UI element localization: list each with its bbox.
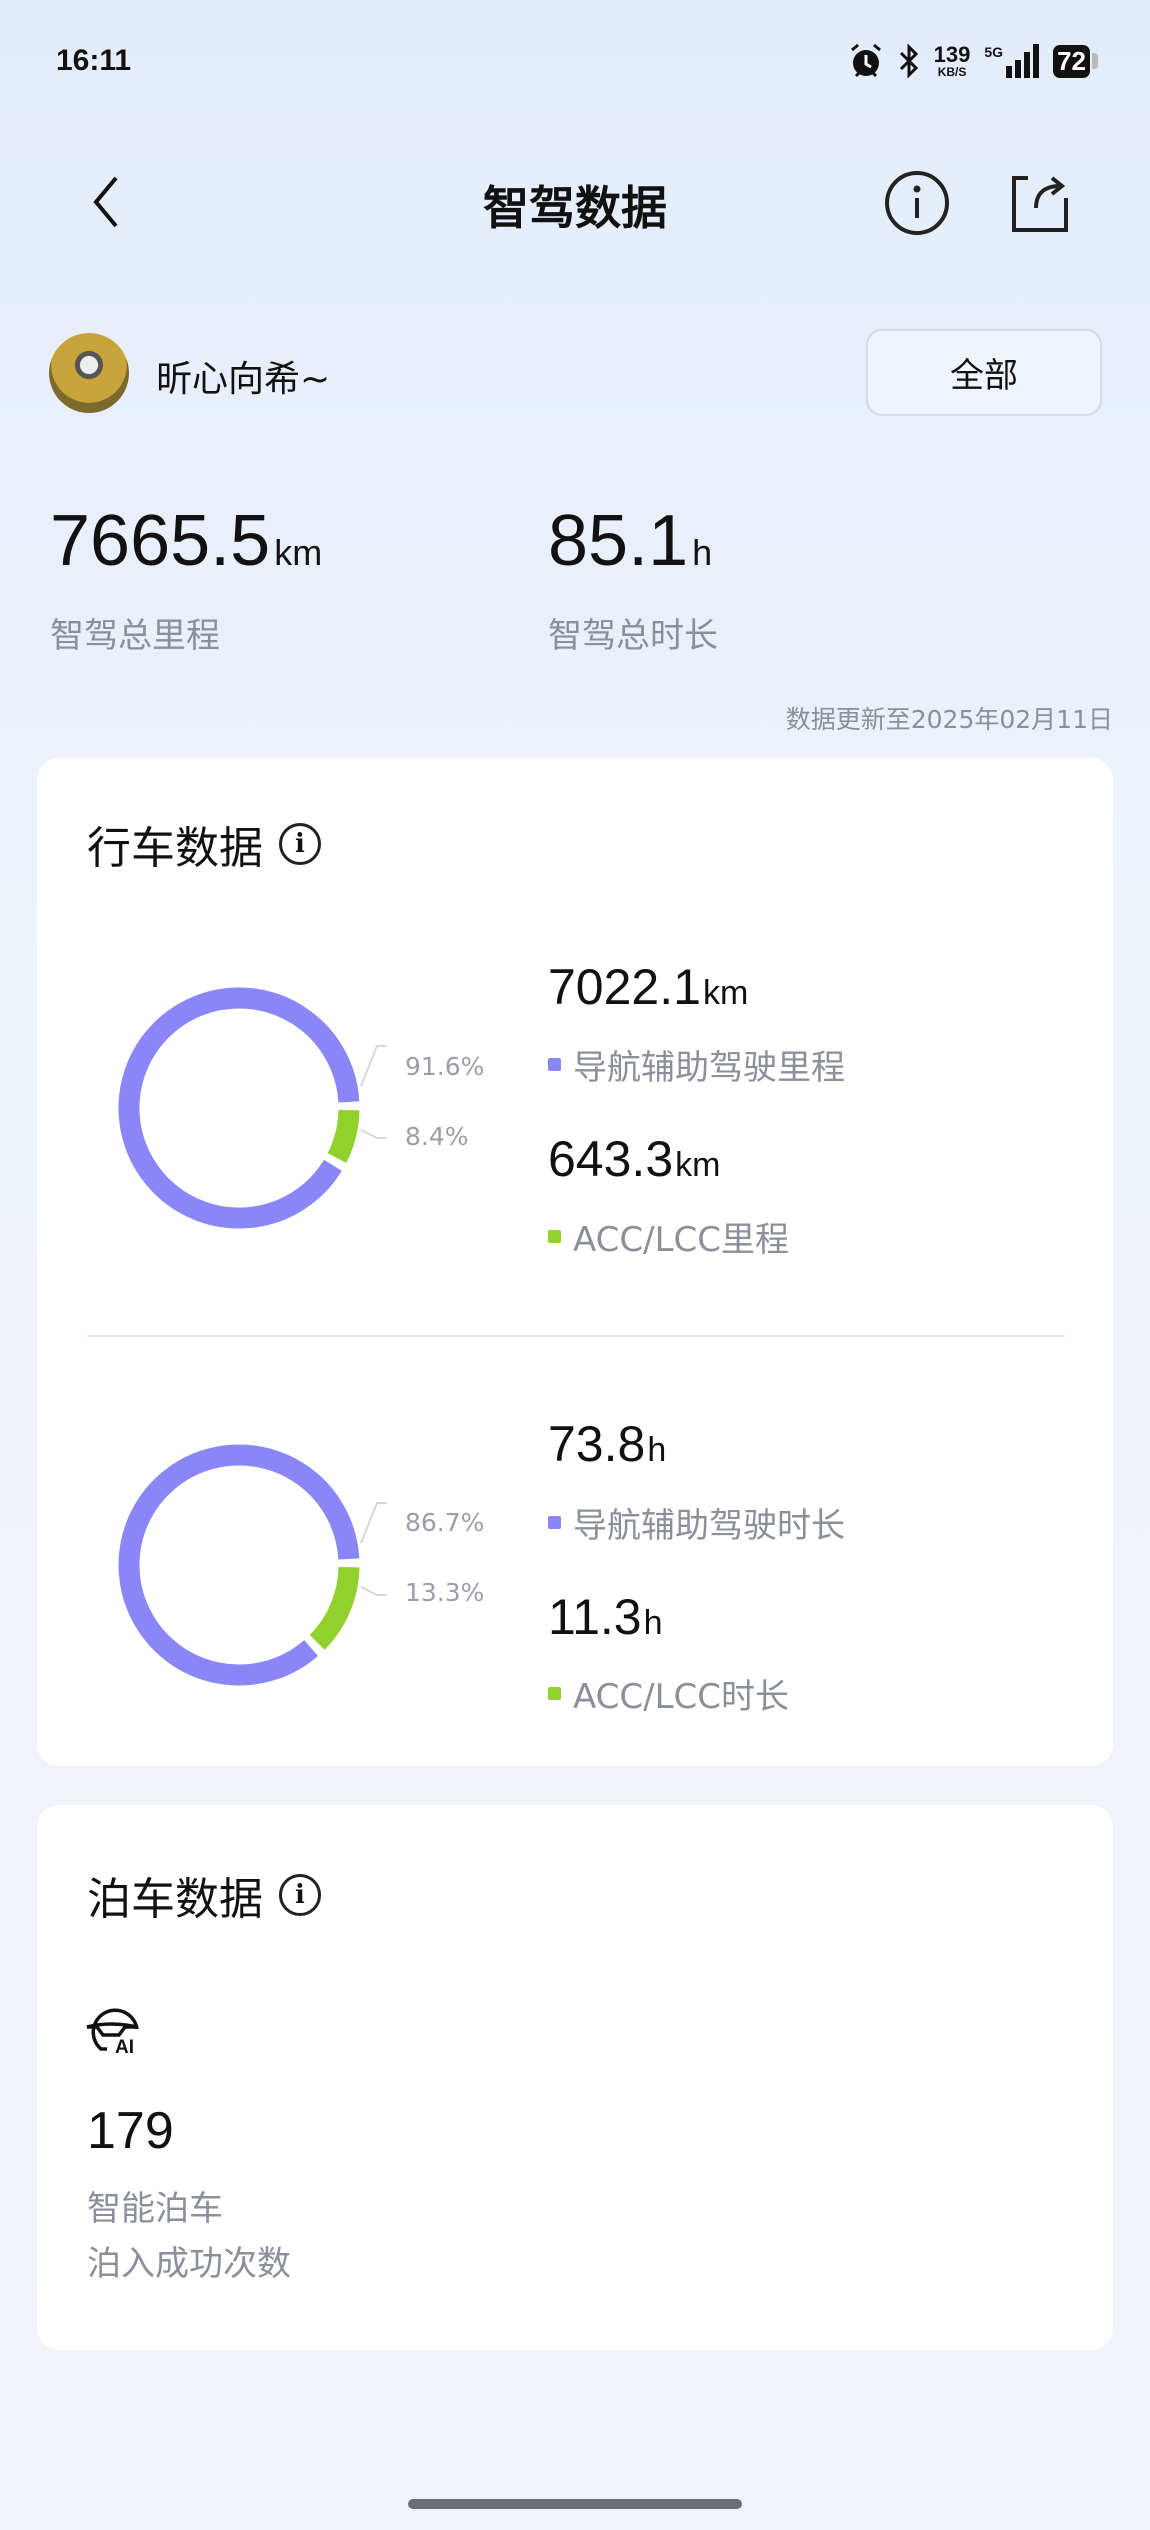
duration-donut-leader-line: [360, 1502, 387, 1544]
network-type: 5G: [984, 44, 1004, 60]
driving-data-title: 行车数据 i: [87, 812, 321, 876]
total-duration-unit: h: [692, 532, 713, 573]
value: 7022.1: [548, 959, 701, 1015]
mileage-donut-leader-line: [360, 1129, 387, 1139]
page-title: 智驾数据: [483, 181, 667, 235]
unit: km: [702, 974, 749, 1012]
signal-icon: 5G: [984, 44, 1040, 78]
parking-count: 179: [87, 2102, 174, 2160]
speed-unit: KB/S: [937, 65, 967, 79]
unit: h: [643, 1604, 663, 1642]
duration-donut-nav-slice: [118, 1444, 360, 1686]
duration-acc-pct: 13.3%: [405, 1578, 485, 1607]
battery-icon: 72: [1053, 44, 1098, 78]
legend-nav-duration: 导航辅助驾驶时长: [548, 1498, 845, 1547]
legend-label: ACC/LCC时长: [573, 1677, 790, 1717]
legend-nav-mileage: 导航辅助驾驶里程: [548, 1040, 845, 1089]
duration-donut-acc-slice: [309, 1566, 360, 1650]
legend-dot: [548, 1058, 561, 1071]
username: 昕心向希~: [156, 359, 331, 400]
legend-dot: [548, 1687, 561, 1700]
avatar[interactable]: [49, 333, 129, 413]
total-distance-label: 智驾总里程: [50, 616, 220, 656]
total-duration-label: 智驾总时长: [548, 616, 718, 656]
duration-nav-pct: 86.7%: [405, 1508, 485, 1537]
driving-data-card: 行车数据 i 91.6% 8.4% 7022.1km 导航辅助驾驶里程 643.3…: [37, 758, 1113, 1766]
parking-label: 智能泊车: [87, 2189, 223, 2229]
legend-label: ACC/LCC里程: [573, 1220, 790, 1260]
filter-all-button[interactable]: 全部: [866, 329, 1102, 416]
duration-nav-value: 73.8h: [548, 1415, 666, 1473]
parking-title-text: 泊车数据: [87, 1874, 263, 1925]
info-icon[interactable]: [882, 168, 952, 238]
bluetooth-icon: [899, 43, 918, 79]
divider: [87, 1335, 1065, 1337]
legend-dot: [548, 1230, 561, 1243]
status-time: 16:11: [56, 44, 132, 77]
legend-label: 导航辅助驾驶时长: [573, 1506, 845, 1546]
value: 643.3: [548, 1131, 674, 1187]
mileage-donut-nav-slice: [118, 987, 360, 1229]
legend-acc-mileage: ACC/LCC里程: [548, 1212, 789, 1261]
mileage-donut-acc-slice: [327, 1109, 360, 1163]
legend-acc-duration: ACC/LCC时长: [548, 1669, 789, 1718]
mileage-acc-pct: 8.4%: [405, 1122, 469, 1151]
total-distance-unit: km: [274, 532, 323, 573]
total-duration: 85.1 h: [548, 500, 712, 582]
legend-dot: [548, 1516, 561, 1529]
parking-data-card: 泊车数据 i AI 179 智能泊车 泊入成功次数: [37, 1805, 1113, 2350]
alarm-icon: [850, 43, 881, 78]
home-indicator[interactable]: [408, 2499, 742, 2509]
mileage-donut-leader-line: [360, 1045, 387, 1087]
total-duration-value: 85.1: [548, 501, 689, 581]
driving-title-text: 行车数据: [87, 823, 263, 874]
svg-text:AI: AI: [115, 2037, 134, 2055]
unit: h: [647, 1431, 667, 1469]
value: 73.8: [548, 1416, 646, 1472]
ai-parking-icon: AI: [86, 2008, 139, 2055]
update-date: 数据更新至2025年02月11日: [785, 705, 1113, 734]
value: 11.3: [548, 1589, 642, 1645]
parking-data-title: 泊车数据 i: [87, 1863, 321, 1927]
info-icon[interactable]: i: [279, 823, 321, 865]
share-icon[interactable]: [1008, 170, 1072, 236]
network-speed: 139 KB/S: [933, 42, 971, 79]
chevron-left-icon[interactable]: [86, 172, 126, 232]
status-icons: 139 KB/S 5G 72: [848, 42, 1098, 80]
duration-acc-value: 11.3h: [548, 1588, 663, 1646]
mileage-nav-value: 7022.1km: [548, 958, 748, 1016]
total-distance: 7665.5 km: [50, 500, 322, 582]
unit: km: [675, 1146, 721, 1184]
legend-label: 导航辅助驾驶里程: [573, 1048, 845, 1088]
duration-donut-leader-line: [360, 1586, 387, 1596]
donut-charts: [118, 987, 387, 1686]
speed-value: 139: [933, 42, 971, 67]
mileage-nav-pct: 91.6%: [405, 1052, 485, 1081]
info-icon[interactable]: i: [279, 1874, 321, 1916]
mileage-acc-value: 643.3km: [548, 1130, 720, 1188]
parking-sublabel: 泊入成功次数: [87, 2244, 291, 2284]
total-distance-value: 7665.5: [50, 501, 271, 581]
